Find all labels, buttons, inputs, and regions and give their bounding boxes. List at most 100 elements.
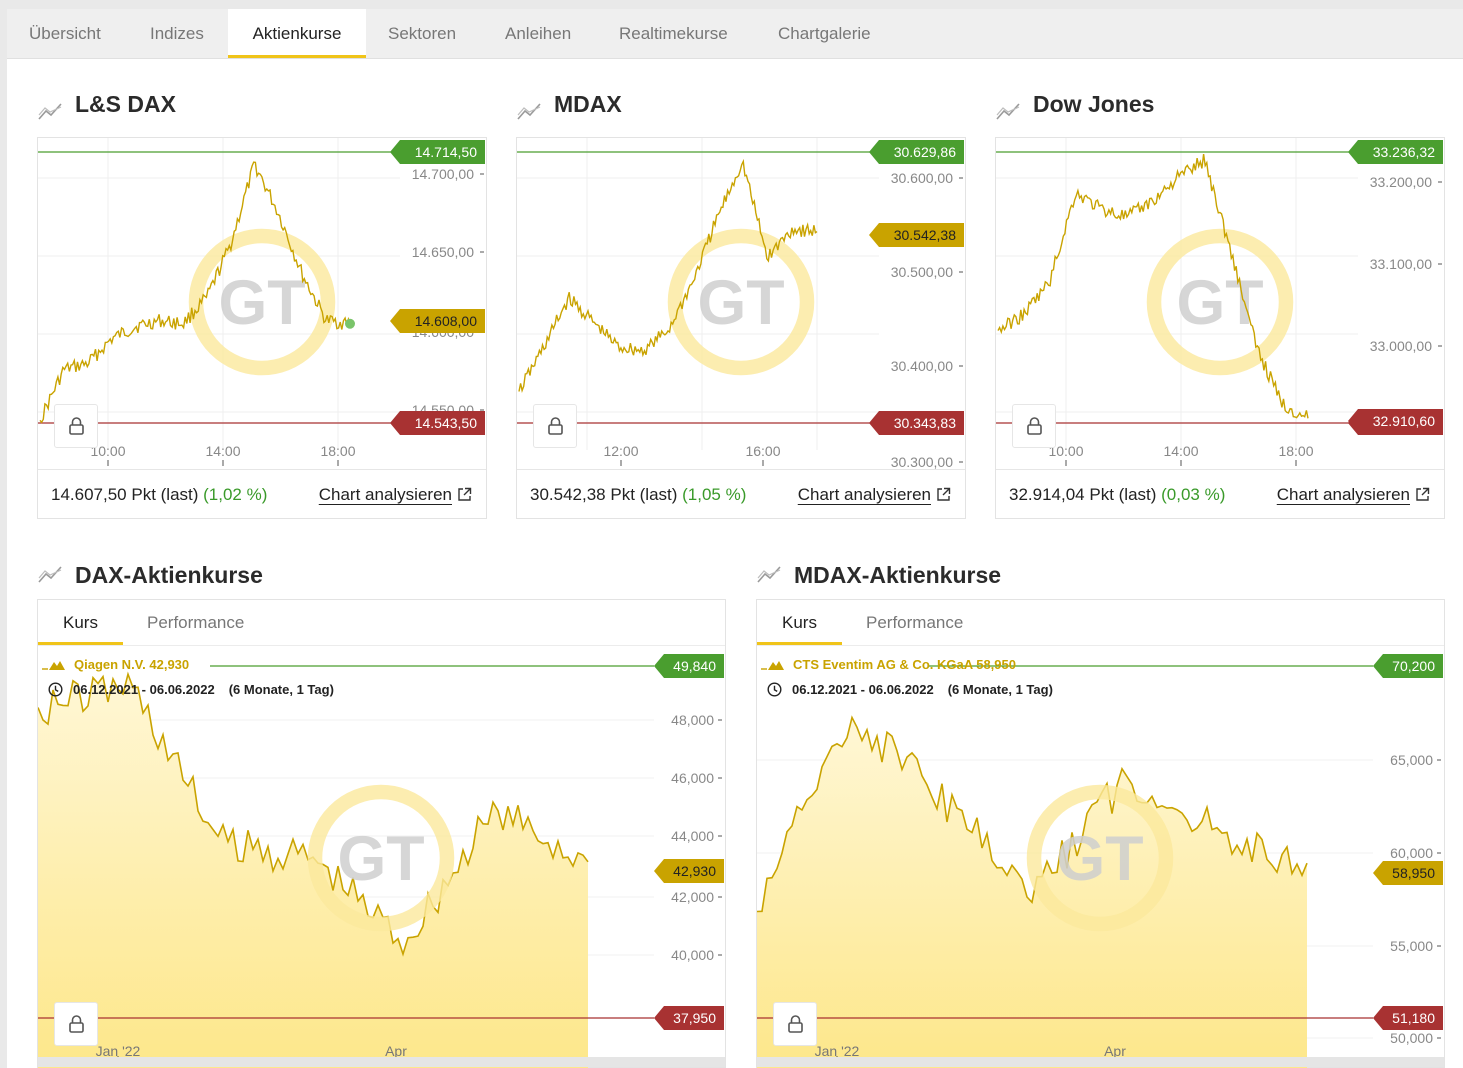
y-tick-label: 33.000,00 [1370,338,1432,354]
x-tick-label: 12:00 [603,443,638,459]
index-card-mdax: MDAX GT 30.600,00 30.500,00 30.400,00 30.300,… [516,91,966,519]
external-link-icon [936,487,951,507]
lock-button[interactable] [54,404,98,448]
y-tick-label: 60,000 [1390,845,1433,861]
chart-line-icon [516,101,542,121]
x-tick-label: Apr [385,1043,407,1059]
lock-button[interactable] [533,404,577,448]
high-tag: 30.629,86 [869,140,964,164]
last-point-marker [345,318,355,329]
gt-watermark: GT [1146,228,1294,376]
chart-analysieren-label: Chart analysieren [1276,485,1410,504]
tab-realtimekurse[interactable]: Realtimekurse [619,24,728,43]
series-legend[interactable]: Qiagen N.V. 42,930 [42,657,189,674]
subtab-kurs[interactable]: Kurs [757,600,842,645]
subtab-performance[interactable]: Performance [866,613,964,632]
price-area [757,717,1307,1068]
price-line [997,154,1309,419]
card-title: MDAX [554,91,622,117]
chart-line-icon [756,564,782,584]
x-tick-label: 18:00 [1278,443,1313,459]
y-tick-label: 42,000 [671,889,714,905]
high-tag: 49,840 [654,654,724,678]
subtab-kurs[interactable]: Kurs [38,600,123,645]
tab-uebersicht[interactable]: Übersicht [29,24,101,43]
lock-button[interactable] [54,1002,98,1046]
last-price: 14.607,50 Pkt (last) (1,02 %) [51,485,267,505]
date-range: 06.12.2021 - 06.06.2022 (6 Monate, 1 Tag) [767,682,1053,700]
gt-watermark: GT [667,228,815,376]
high-tag-text: 30.629,86 [894,144,956,160]
last-tag: 58,950 [1373,861,1443,885]
high-tag-text: 49,840 [673,658,716,674]
tab-sektoren[interactable]: Sektoren [388,24,457,43]
panel-subtabs: Kurs Performance [38,600,725,646]
y-tick-label: 40,000 [671,947,714,963]
mountain-icon [761,658,785,674]
tab-indizes[interactable]: Indizes [150,24,204,43]
last-tag-text: 58,950 [1392,865,1435,881]
y-tick-label: 33.100,00 [1370,256,1432,272]
low-tag: 51,180 [1373,1006,1443,1030]
lock-button[interactable] [1012,404,1056,448]
stock-panel-dax: DAX-Aktienkurse Kurs Performance GT 48,000 46… [37,554,726,1068]
chart-analysieren-link[interactable]: Chart analysieren [1277,485,1430,507]
chart-analysieren-link[interactable]: Chart analysieren [319,485,472,507]
y-tick-label: 46,000 [671,770,714,786]
lock-button[interactable] [773,1002,817,1046]
stock-chart-box: Kurs Performance GT 65,000 60,000 55,000 50,00… [756,599,1445,1068]
series-legend[interactable]: CTS Eventim AG & Co. KGaA 58,950 [761,657,1016,674]
navigator-strip [757,1057,1444,1067]
stock-chart: GT 48,000 46,000 44,000 42,000 40,000 Jan '22 A… [38,654,724,1068]
gt-watermark-text: GT [1056,824,1143,894]
gt-watermark-text: GT [1176,268,1263,338]
series-legend-label: Qiagen N.V. 42,930 [74,657,190,672]
index-chart-box: GT14.700,0014.650,0014.600,0014.550,0010… [37,137,487,519]
gt-watermark-text: GT [218,268,305,338]
low-tag-text: 51,180 [1392,1010,1435,1026]
chart-analysieren-label: Chart analysieren [318,485,452,504]
lock-icon [69,417,84,435]
x-tick-label: 14:00 [1163,443,1198,459]
high-tag: 70,200 [1373,654,1443,678]
mountain-icon [42,658,66,674]
card-title: L&S DAX [75,91,176,117]
stock-chart-box: Kurs Performance GT 48,000 46,000 44,000 42,00… [37,599,726,1068]
last-price-value: 14.607,50 Pkt (last) [51,485,204,504]
chart-line-icon [37,564,63,584]
main-tabbar: Übersicht Indizes Aktienkurse Sektoren A… [7,9,1463,59]
stock-panel-mdax: MDAX-Aktienkurse Kurs Performance GT 65,000 6… [756,554,1445,1068]
low-tag: 30.343,83 [869,411,964,435]
y-tick-label: 50,000 [1390,1030,1433,1046]
low-tag-text: 14.543,50 [415,415,477,431]
last-tag-text: 42,930 [673,863,716,879]
gt-watermark: GT [188,228,336,376]
date-range: 06.12.2021 - 06.06.2022 (6 Monate, 1 Tag) [48,682,334,700]
stock-chart: GT 65,000 60,000 55,000 50,000 Jan '22 Apr 70,2… [757,654,1443,1068]
external-link-icon [1415,487,1430,507]
last-price: 32.914,04 Pkt (last) (0,03 %) [1009,485,1225,505]
chart-line-icon [37,101,63,121]
index-chart: GT 33.200,00 33.100,00 33.000,00 10:00 14:00 1… [996,138,1443,466]
x-tick-label: 14:00 [205,443,240,459]
y-tick-label: 14.650,00 [412,244,474,260]
tab-chartgalerie[interactable]: Chartgalerie [778,24,871,43]
chart-analysieren-link[interactable]: Chart analysieren [798,485,951,507]
high-tag: 33.236,32 [1348,140,1443,164]
lock-icon [788,1015,803,1033]
y-tick-label: 65,000 [1390,752,1433,768]
index-chart-box: GT 33.200,00 33.100,00 33.000,00 10:00 14:00 1… [995,137,1445,519]
last-price-value: 32.914,04 Pkt (last) [1009,485,1162,504]
low-tag-text: 30.343,83 [894,415,956,431]
tab-aktienkurse[interactable]: Aktienkurse [228,9,366,58]
y-tick-label: 33.200,00 [1370,174,1432,190]
subtab-performance[interactable]: Performance [147,613,245,632]
x-tick-label: Apr [1104,1043,1126,1059]
date-range-note: (6 Monate, 1 Tag) [947,682,1053,697]
clock-icon [767,682,782,700]
card-title: Dow Jones [1033,91,1155,117]
y-tick-label: 30.300,00 [891,454,953,470]
lock-icon [548,417,563,435]
chart-analysieren-label: Chart analysieren [797,485,931,504]
tab-anleihen[interactable]: Anleihen [505,24,572,43]
